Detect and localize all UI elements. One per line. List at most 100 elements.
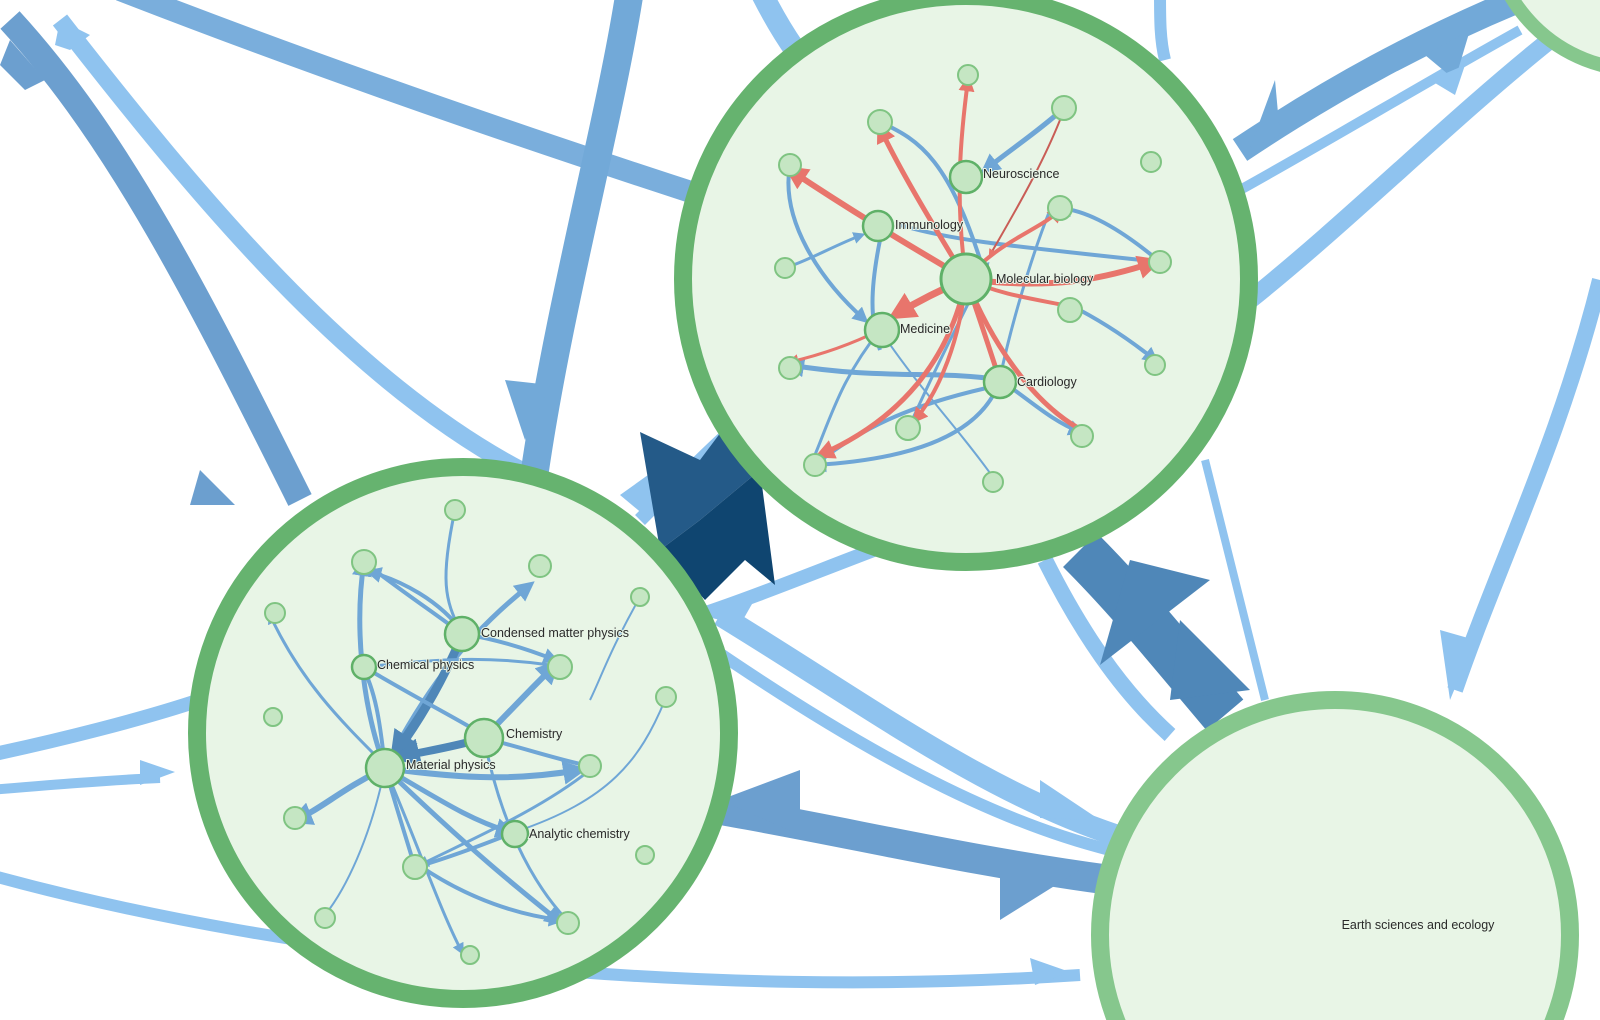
label-chemistry: Chemistry [506,727,563,741]
node[interactable] [1057,297,1083,323]
arrowhead [1100,560,1210,665]
node[interactable] [578,754,602,778]
node[interactable] [1140,151,1162,173]
node[interactable] [1148,250,1172,274]
node[interactable] [778,356,802,380]
node-analytic-chemistry[interactable] [500,819,530,849]
node-neuroscience[interactable] [948,159,984,195]
node[interactable] [774,257,796,279]
link-highlight [965,255,1162,287]
node[interactable] [1047,195,1073,221]
arrowhead [505,380,550,440]
physics-biology-main-link [640,420,775,600]
flow-top-right-thin [1154,0,1171,62]
node[interactable] [1070,424,1094,448]
label-medicine: Medicine [900,322,950,336]
node-immunology[interactable] [861,209,895,243]
link [416,768,591,867]
node[interactable] [264,602,286,624]
link [589,596,641,701]
node[interactable] [460,945,480,965]
link [418,864,565,927]
node[interactable] [314,907,336,929]
cluster-partial-top-right[interactable] [1490,0,1600,72]
node[interactable] [283,806,307,830]
label-earth-sciences: Earth sciences and ecology [1342,918,1496,932]
label-material-physics: Material physics [406,758,496,772]
flow-biology-to-top-right-b [1237,25,1523,195]
node-chemistry[interactable] [463,717,505,759]
node[interactable] [957,64,979,86]
node-cardiology[interactable] [982,364,1018,400]
label-molecular-biology: Molecular biology [996,272,1094,286]
physics-nodes [263,499,677,965]
node-chemical-physics[interactable] [350,653,378,681]
node[interactable] [867,109,893,135]
flow-biology-to-top-right [1232,0,1535,161]
label-cardiology: Cardiology [1017,375,1078,389]
link [363,657,551,669]
arrowhead [0,40,45,90]
arrowhead [1040,780,1100,820]
arrowhead [1030,958,1070,985]
node[interactable] [556,911,580,935]
flow-biology-to-earth-thin [1201,459,1269,701]
link [383,766,565,926]
link [784,357,1001,383]
flow-biology-to-earth-b [1037,556,1176,741]
flow-topleft-to-physics-a [0,11,312,506]
cluster-biology[interactable]: Molecular biology Neuroscience Immunolog… [674,0,1258,571]
link [383,767,464,956]
arrowhead [55,20,90,50]
flow-top-to-physics [521,0,643,473]
link [810,379,1002,473]
link [323,767,386,917]
cluster-topright-circle [1504,0,1600,72]
link [362,560,452,627]
node[interactable] [351,549,377,575]
node[interactable] [1051,95,1077,121]
node[interactable] [263,707,283,727]
node-medicine[interactable] [863,311,901,349]
node-condensed-matter-physics[interactable] [443,615,481,653]
node[interactable] [635,845,655,865]
flow-top-right-to-biology [1244,32,1556,308]
flow-arrowheads [0,20,1475,985]
cluster-physics[interactable]: Condensed matter physics Chemical physic… [188,458,738,1008]
arrowhead [620,470,655,520]
node[interactable] [655,686,677,708]
flow-physics-to-biology-main [660,470,775,600]
node[interactable] [803,453,827,477]
arrowhead [1425,30,1470,80]
node[interactable] [1144,354,1166,376]
label-neuroscience: Neuroscience [983,167,1059,181]
node[interactable] [895,415,921,441]
biology-major-nodes [861,159,1018,400]
arrowhead [1170,620,1250,700]
node[interactable] [444,499,466,521]
arrowhead [1430,65,1465,95]
flow-topleft-to-biology [116,0,704,206]
link [268,611,382,762]
cluster-physics-circle [188,458,738,1008]
node[interactable] [402,854,428,880]
node-molecular-biology[interactable] [939,252,993,306]
node-material-physics[interactable] [364,747,406,789]
cluster-earth-sciences[interactable]: Earth sciences and ecology [1091,691,1579,1020]
node[interactable] [982,471,1004,493]
arrowhead [1250,80,1280,148]
link [879,329,997,482]
arrowhead [1440,630,1475,700]
link-highlight [988,119,1061,258]
arrowhead [720,770,800,835]
node[interactable] [547,654,573,680]
node[interactable] [630,587,650,607]
link [362,665,477,732]
flow-left-to-physics-b [0,773,161,795]
link-highlight [814,278,969,459]
label-condensed-matter-physics: Condensed matter physics [481,626,629,640]
node[interactable] [778,153,802,177]
arrowhead [140,760,175,785]
node[interactable] [528,554,552,578]
